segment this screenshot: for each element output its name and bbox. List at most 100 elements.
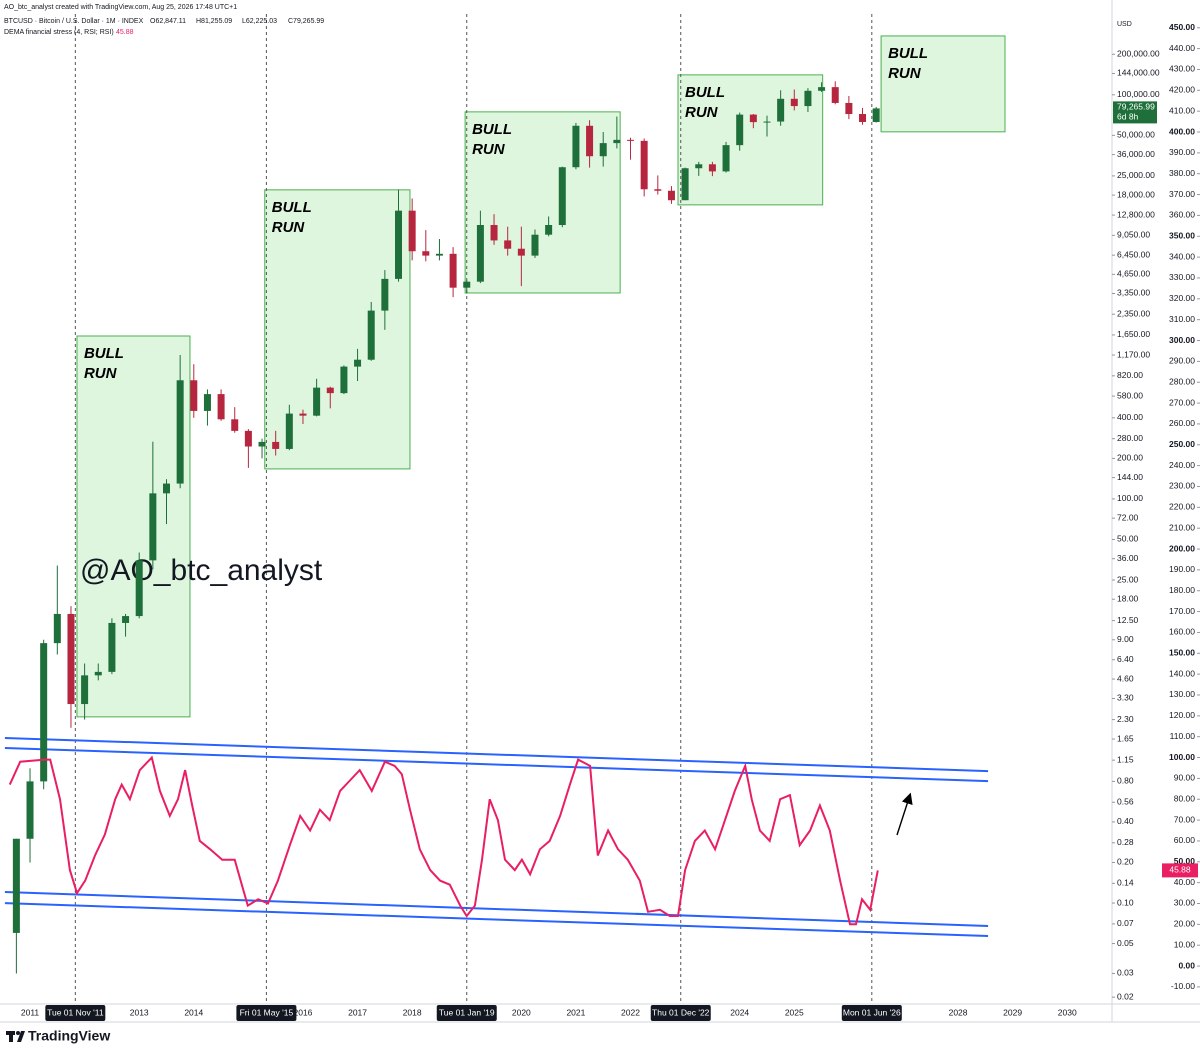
indicator-name: DEMA financial stress (4, RSI; RSI) <box>4 29 114 36</box>
candle-body <box>859 114 867 122</box>
y2-tick-label: 180.00 <box>1169 585 1195 595</box>
channel-line <box>4 746 989 783</box>
bull-label: BULL <box>272 199 312 216</box>
candle-body <box>53 613 61 644</box>
x-tick-label: 2025 <box>785 1007 804 1017</box>
candle-body <box>203 394 211 411</box>
y2-tick-label: 100.00 <box>1169 752 1195 762</box>
candle-body <box>654 189 662 191</box>
date-marker-label: Thu 01 Dec '22 <box>652 1007 710 1017</box>
candle-body <box>476 225 484 282</box>
bull-label: RUN <box>472 141 506 158</box>
y-tick-label: 0.56 <box>1117 796 1134 806</box>
y-tick-label: 0.03 <box>1117 968 1134 978</box>
candle-body <box>313 387 321 416</box>
candle-body <box>67 613 75 705</box>
channel-line <box>4 902 989 938</box>
candle-body <box>190 380 198 411</box>
candle-body <box>586 125 594 157</box>
candle-body <box>26 781 34 839</box>
y2-tick-label: 340.00 <box>1169 251 1195 261</box>
y2-tick-label: 0.00 <box>1178 960 1195 970</box>
y-tick-label: 4.60 <box>1117 673 1134 683</box>
y2-tick-label: 380.00 <box>1169 168 1195 178</box>
candle-body <box>435 253 443 256</box>
y2-tick-label: 190.00 <box>1169 564 1195 574</box>
date-marker-box <box>236 1005 297 1021</box>
y2-tick-label: 60.00 <box>1174 835 1196 845</box>
candle-body <box>804 90 812 107</box>
logo <box>6 1031 25 1042</box>
y2-tick-label: 30.00 <box>1174 898 1196 908</box>
y-tick-label: 1.15 <box>1117 754 1134 764</box>
y-tick-label: 580.00 <box>1117 390 1143 400</box>
candle-body <box>299 413 307 416</box>
candle-body <box>326 387 334 394</box>
y-tick-label: 144.00 <box>1117 472 1143 482</box>
y2-tick-label: 40.00 <box>1174 877 1196 887</box>
date-marker-box <box>436 1005 497 1021</box>
candle-body <box>449 253 457 288</box>
candle-body <box>613 139 621 144</box>
bull-label: RUN <box>685 104 719 121</box>
y-tick-label: 1,650.00 <box>1117 329 1150 339</box>
bull-label: BULL <box>472 121 512 138</box>
countdown: 6d 8h <box>1117 112 1139 122</box>
candle-body <box>395 210 403 279</box>
ohlc-value: H81,255.09 <box>196 18 232 25</box>
price-label-box <box>1113 101 1157 124</box>
candle-body <box>667 190 675 201</box>
y-tick-label: 144,000.00 <box>1117 68 1160 78</box>
x-tick-label: 2018 <box>403 1007 422 1017</box>
y2-tick-label: 90.00 <box>1174 773 1196 783</box>
candle-body <box>94 671 102 676</box>
y-tick-label: 0.80 <box>1117 776 1134 786</box>
date-marker-box <box>45 1005 106 1021</box>
indicator-line <box>8 755 879 926</box>
indicator-value: 45.88 <box>116 29 134 36</box>
bull-label: RUN <box>272 219 306 236</box>
x-tick-label: 2028 <box>949 1007 968 1017</box>
watermark: @AO_btc_analyst <box>80 554 323 587</box>
y2-tick-label: 310.00 <box>1169 314 1195 324</box>
candle-body <box>272 441 280 449</box>
y2-tick-label: 50.00 <box>1174 856 1196 866</box>
indicator-label: 45.88 <box>1169 865 1191 875</box>
y2-tick-label: 70.00 <box>1174 814 1196 824</box>
symbol: BTCUSD · Bitcoin / U.S. Dollar · 1M · IN… <box>4 18 144 25</box>
y-tick-label: 0.07 <box>1117 918 1134 928</box>
x-tick-label: 2020 <box>512 1007 531 1017</box>
candle-body <box>695 164 703 169</box>
y2-tick-label: 450.00 <box>1169 22 1195 32</box>
bull-box <box>880 35 1006 133</box>
y-tick-label: 820.00 <box>1117 370 1143 380</box>
y-tick-label: 0.02 <box>1117 991 1134 1001</box>
x-tick-label: 2021 <box>566 1007 585 1017</box>
candle-body <box>872 108 880 122</box>
plot-area: BULL RUN BULL RUN BULL RUN BULL RUN BULL RUN @AO_b… <box>4 14 1006 1004</box>
candle-body <box>722 145 730 172</box>
y2-tick-label: 10.00 <box>1174 939 1196 949</box>
y2-tick-label: 320.00 <box>1169 293 1195 303</box>
y2-tick-label: 240.00 <box>1169 460 1195 470</box>
y2-tick-label: 370.00 <box>1169 189 1195 199</box>
x-tick-label: 2024 <box>730 1007 749 1017</box>
x-tick-label: 2029 <box>1003 1007 1022 1017</box>
bull-box <box>76 335 191 718</box>
y2-tick-label: 20.00 <box>1174 919 1196 929</box>
y-tick-label: 0.05 <box>1117 938 1134 948</box>
y2-tick-label: 420.00 <box>1169 85 1195 95</box>
channel-line <box>4 736 989 773</box>
x-tick-label: 2014 <box>184 1007 203 1017</box>
y-tick-label: 6.40 <box>1117 654 1134 664</box>
y-tick-label: 9.00 <box>1117 634 1134 644</box>
candle-body <box>749 114 757 123</box>
y2-tick-label: 330.00 <box>1169 272 1195 282</box>
y2-tick-label: 150.00 <box>1169 648 1195 658</box>
candle-body <box>217 394 225 420</box>
candle-body <box>367 310 375 360</box>
x-tick-label: 2011 <box>21 1007 40 1017</box>
y2-tick-label: 430.00 <box>1169 64 1195 74</box>
